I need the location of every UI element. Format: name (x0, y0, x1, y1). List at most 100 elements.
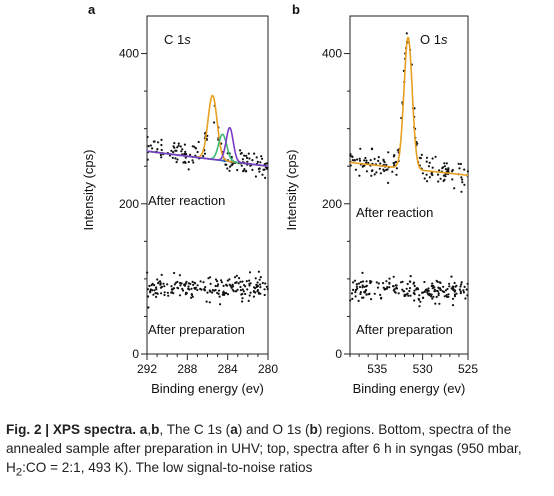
data-point (199, 280, 202, 283)
data-point (439, 288, 442, 292)
caption-ref-a: a (230, 422, 238, 437)
data-point (178, 294, 182, 297)
data-point (246, 160, 249, 163)
data-point (160, 143, 163, 147)
data-point (228, 165, 232, 168)
data-point (207, 277, 210, 280)
data-point (373, 157, 376, 160)
data-point (359, 292, 362, 296)
data-point (434, 302, 437, 305)
data-point (181, 289, 185, 292)
data-point (172, 287, 176, 290)
data-point (264, 282, 267, 285)
data-point (362, 165, 365, 168)
data-point (433, 288, 436, 292)
data-point (234, 290, 238, 293)
data-point (159, 280, 162, 283)
data-point (380, 296, 383, 299)
x-tick-label: 292 (137, 362, 157, 376)
data-point (385, 168, 388, 171)
data-point (236, 288, 239, 291)
data-point (241, 300, 244, 303)
plot-frame (146, 15, 269, 355)
data-point (463, 285, 466, 288)
data-point (160, 138, 163, 141)
data-point (237, 282, 240, 285)
data-point (403, 293, 406, 296)
data-point (236, 168, 239, 172)
data-point (226, 293, 230, 296)
data-point (365, 159, 368, 162)
panel-label: a (88, 2, 96, 17)
data-point (444, 289, 447, 292)
data-point (217, 292, 220, 295)
data-point (443, 165, 446, 168)
data-point (428, 161, 431, 164)
data-point (370, 280, 373, 283)
data-point (385, 287, 388, 290)
data-point (431, 282, 434, 285)
data-point (193, 281, 196, 284)
data-point (408, 287, 412, 290)
region-label-orbital: s (441, 32, 448, 47)
data-point (153, 140, 156, 143)
data-point (370, 174, 373, 177)
data-point (361, 286, 364, 289)
data-point (446, 287, 449, 291)
data-point (146, 135, 149, 139)
data-point (255, 285, 258, 289)
data-point (232, 290, 235, 293)
data-point (358, 159, 362, 162)
data-point (422, 296, 425, 299)
data-point (239, 289, 242, 292)
data-point (392, 275, 395, 278)
data-point (437, 180, 440, 183)
data-point (173, 271, 176, 275)
data-point (196, 150, 199, 154)
data-point (369, 159, 372, 162)
data-point (395, 167, 398, 170)
data-point (351, 159, 354, 162)
data-point (190, 287, 193, 290)
data-point (179, 145, 182, 148)
data-point (235, 274, 238, 277)
data-point (382, 168, 385, 171)
data-point (418, 294, 421, 297)
data-point (176, 158, 179, 161)
data-point (462, 289, 465, 292)
data-point (166, 283, 169, 286)
caption-ref-b: b (151, 422, 160, 437)
data-point (350, 155, 353, 158)
data-point (379, 172, 382, 175)
data-point (216, 280, 219, 283)
data-point (156, 292, 159, 295)
data-point (157, 141, 160, 144)
data-point (197, 140, 200, 144)
data-point (170, 285, 173, 288)
data-point (430, 295, 433, 298)
data-point (442, 285, 445, 288)
data-point (228, 169, 231, 172)
data-point (458, 288, 461, 291)
data-point (155, 295, 158, 298)
data-point (413, 284, 416, 288)
data-point (171, 156, 174, 159)
data-point (226, 279, 229, 282)
data-point (239, 280, 242, 283)
data-point (184, 291, 188, 294)
data-point (246, 288, 249, 291)
data-point (373, 173, 376, 176)
caption-text: , (147, 422, 152, 437)
data-point (265, 285, 268, 288)
data-point (203, 289, 207, 292)
data-point (160, 156, 163, 159)
data-point (187, 287, 190, 290)
data-point (379, 162, 382, 165)
data-point (358, 285, 362, 289)
data-point (217, 283, 220, 286)
data-point (455, 292, 458, 295)
y-axis-label: Intensity (cps) (284, 150, 299, 231)
data-point (453, 281, 456, 285)
data-point (451, 285, 454, 288)
